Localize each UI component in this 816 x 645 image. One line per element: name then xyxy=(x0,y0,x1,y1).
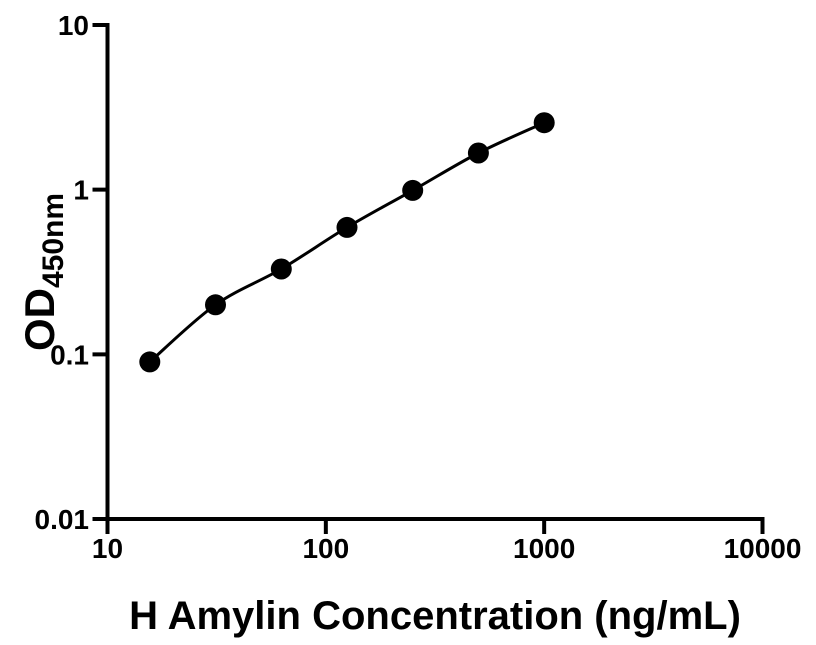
y-axis-title-main: OD xyxy=(16,288,63,351)
x-axis-title: H Amylin Concentration (ng/mL) xyxy=(129,594,741,638)
x-tick-label: 10000 xyxy=(724,533,802,564)
tick-labels: 10 100 1000 10000 10 1 0.1 0.01 xyxy=(35,10,802,564)
x-tick-label: 10 xyxy=(92,533,123,564)
x-tick-label: 100 xyxy=(302,533,349,564)
axes xyxy=(92,23,765,534)
data-point-2 xyxy=(270,258,292,280)
y-tick-label: 1 xyxy=(73,175,89,206)
data-point-3 xyxy=(336,216,358,238)
y-tick-label: 0.01 xyxy=(35,504,90,535)
data-point-1 xyxy=(205,294,226,316)
data-point-4 xyxy=(402,179,424,201)
data-point-0 xyxy=(139,351,161,373)
y-tick-label: 10 xyxy=(58,10,89,41)
data-point-6 xyxy=(533,112,555,134)
y-tick-label: 0.1 xyxy=(50,339,89,370)
y-axis-title: OD450nm xyxy=(16,193,70,351)
data-points xyxy=(139,112,555,373)
x-tick-label: 1000 xyxy=(513,533,575,564)
data-point-5 xyxy=(467,142,489,164)
y-axis-title-subscript: 450nm xyxy=(37,193,70,288)
